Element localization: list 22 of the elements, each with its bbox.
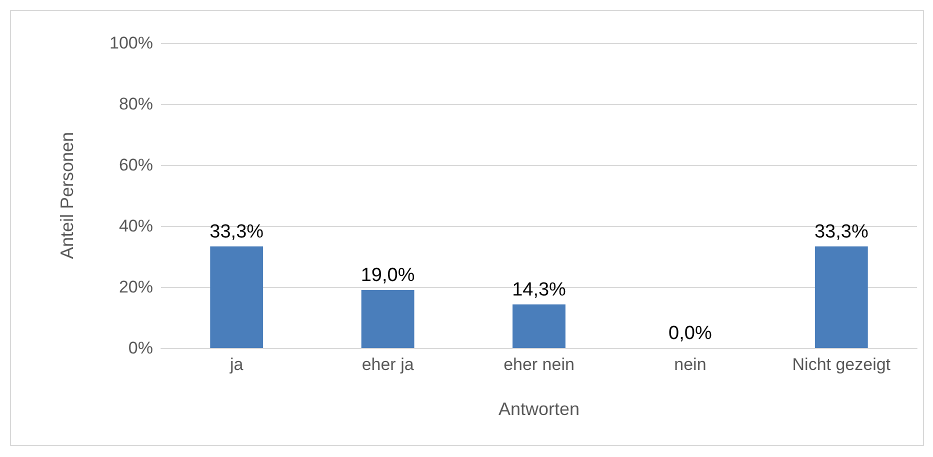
y-tick-label: 60%	[118, 156, 153, 174]
data-label: 33,3%	[814, 221, 868, 242]
bar	[210, 246, 264, 348]
x-tick-label: ja	[228, 355, 244, 374]
x-axis-title: Antworten	[498, 399, 580, 419]
data-label: 19,0%	[360, 265, 415, 286]
data-label: 33,3%	[210, 221, 264, 242]
bar	[361, 290, 414, 348]
data-label: 0,0%	[668, 323, 712, 344]
y-tick-label: 40%	[118, 216, 153, 236]
bar	[814, 246, 868, 348]
x-tick-label: Nicht gezeigt	[792, 355, 891, 374]
y-tick-label: 0%	[128, 338, 153, 358]
y-tick-label: 100%	[110, 34, 153, 52]
x-tick-label: nein	[674, 355, 706, 374]
data-label: 14,3%	[512, 279, 566, 300]
bar	[512, 304, 566, 348]
y-tick-label: 20%	[118, 278, 153, 296]
y-tick-label: 80%	[118, 94, 153, 114]
x-tick-label: eher nein	[504, 355, 574, 374]
y-axis-title: Anteil Personen	[57, 132, 77, 260]
x-tick-label: eher ja	[362, 355, 414, 374]
